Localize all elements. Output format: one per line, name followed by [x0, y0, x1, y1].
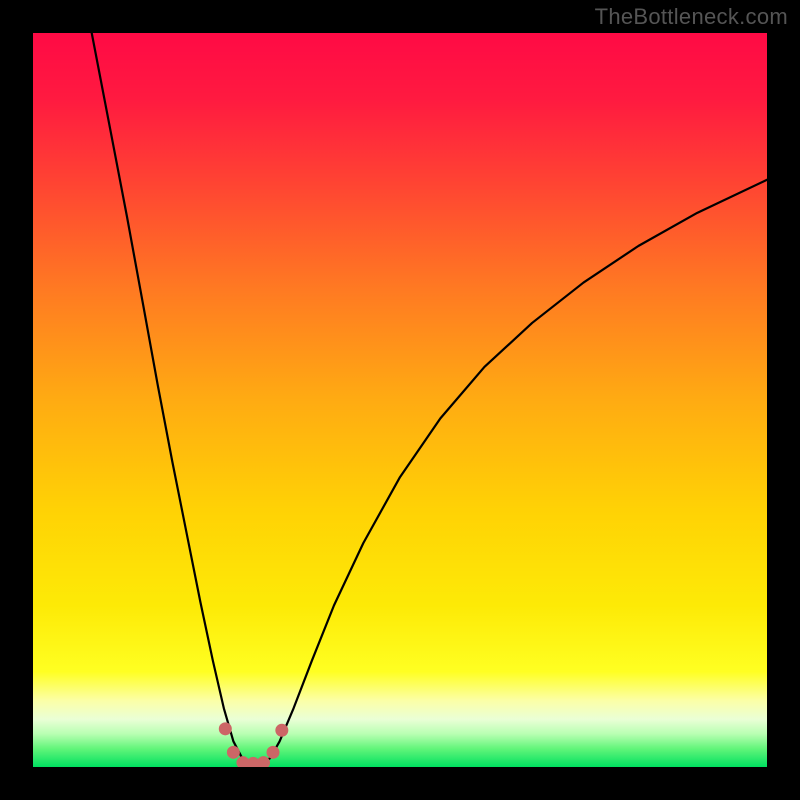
plot-background: [33, 33, 767, 767]
curve-marker: [267, 746, 280, 759]
curve-marker: [275, 724, 288, 737]
watermark-text: TheBottleneck.com: [595, 4, 788, 30]
curve-marker: [219, 722, 232, 735]
curve-marker: [227, 746, 240, 759]
chart-container: TheBottleneck.com: [0, 0, 800, 800]
plot-area: [33, 33, 767, 767]
plot-svg: [33, 33, 767, 767]
